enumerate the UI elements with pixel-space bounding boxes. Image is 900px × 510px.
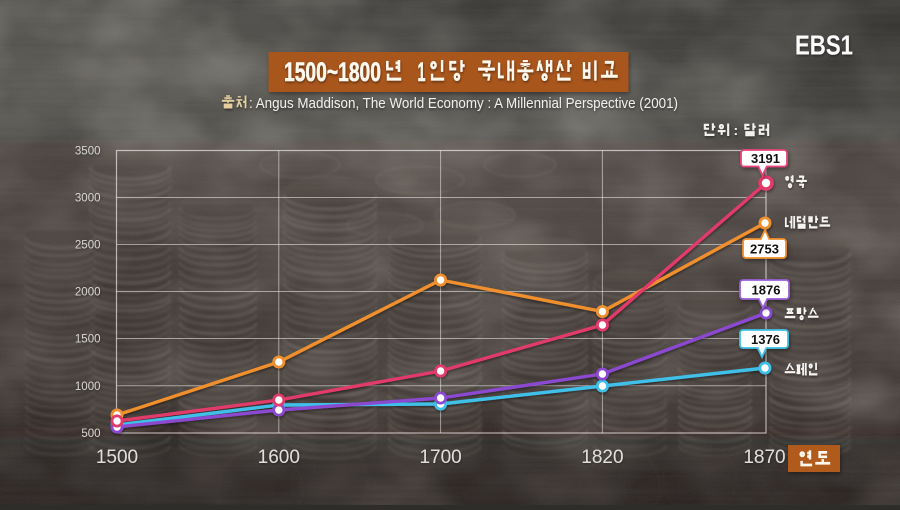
svg-text:500: 500	[81, 428, 100, 440]
svg-text:1500: 1500	[75, 334, 101, 346]
svg-text:1700: 1700	[419, 447, 461, 468]
svg-text:: Angus Maddison, The World Ec: : Angus Maddison, The World Economy : A …	[249, 96, 678, 112]
svg-text:1000: 1000	[75, 381, 101, 393]
svg-text:1: 1	[418, 57, 426, 87]
svg-text:EBS1: EBS1	[795, 30, 853, 61]
svg-text:1500: 1500	[96, 447, 138, 468]
svg-text:1500~1800: 1500~1800	[284, 57, 381, 87]
svg-text:1870: 1870	[743, 447, 785, 468]
svg-text:2753: 2753	[750, 241, 779, 256]
svg-text:1600: 1600	[258, 447, 300, 468]
svg-text::: :	[734, 122, 739, 138]
svg-text:1376: 1376	[751, 332, 780, 347]
svg-text:3500: 3500	[75, 146, 101, 158]
svg-text:1876: 1876	[752, 282, 781, 297]
svg-text:2000: 2000	[75, 287, 101, 299]
svg-text:3000: 3000	[75, 193, 101, 205]
svg-text:1820: 1820	[581, 447, 623, 468]
svg-text:3191: 3191	[751, 151, 780, 166]
svg-text:2500: 2500	[75, 240, 101, 252]
